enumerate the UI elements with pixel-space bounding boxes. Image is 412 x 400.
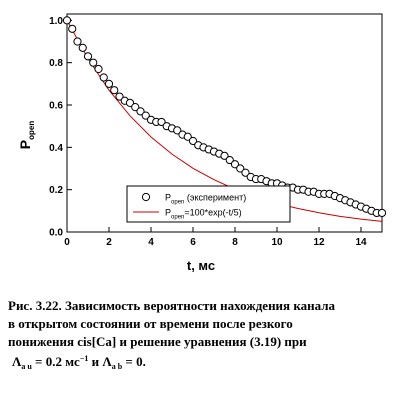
data-point — [115, 92, 124, 101]
cap-sub: a u — [21, 362, 32, 371]
data-point — [188, 136, 198, 146]
data-point — [68, 24, 77, 33]
legend-name: P — [165, 193, 171, 203]
cap-part: и Λ — [88, 354, 112, 369]
data-point — [230, 160, 240, 169]
data-point — [141, 111, 150, 120]
y-tick-label: 0.8 — [49, 58, 63, 69]
legend-entry: Popen (эксперимент) — [165, 193, 246, 206]
x-tick-label: 12 — [313, 237, 325, 248]
x-tick-label: 10 — [271, 237, 283, 248]
data-point — [94, 64, 103, 74]
data-point — [173, 126, 182, 135]
data-point — [125, 98, 135, 107]
data-point — [236, 164, 245, 173]
x-tick-label: 14 — [355, 237, 367, 248]
caption-line: Рис. 3.22. Зависимость вероятности нахож… — [8, 298, 336, 313]
y-tick-label: 0.4 — [49, 143, 63, 154]
x-axis-label: t, мс — [187, 258, 215, 273]
y-label-main: P — [17, 140, 33, 149]
x-tick-label: 4 — [148, 237, 154, 248]
cap-part: Λ — [12, 354, 22, 369]
y-label-sub: open — [27, 121, 36, 140]
cap-part: = 0.2 мс — [32, 354, 80, 369]
plot-frame — [66, 13, 383, 233]
cap-sub: a b — [112, 362, 123, 371]
data-point — [62, 16, 72, 25]
fit-line — [66, 20, 383, 222]
data-point — [225, 155, 234, 165]
legend-rest: =100*exp(-t/5) — [184, 208, 241, 218]
legend-box — [126, 185, 291, 223]
legend-rest: (эксперимент) — [184, 193, 246, 203]
y-tick-label: 0.2 — [49, 185, 63, 196]
data-point — [73, 37, 82, 46]
data-point — [136, 107, 145, 116]
x-tick-label: 8 — [232, 237, 238, 248]
data-point — [241, 168, 250, 177]
legend-sub: open — [171, 200, 184, 206]
y-axis-label: Popen — [17, 121, 36, 150]
data-point — [157, 117, 166, 127]
caption: Рис. 3.22. Зависимость вероятности нахож… — [8, 298, 336, 371]
data-point — [131, 103, 140, 112]
y-tick-label: 0.0 — [49, 228, 63, 239]
x-tick-label: 6 — [190, 237, 196, 248]
data-point — [78, 43, 87, 52]
data-point — [104, 79, 114, 88]
cap-part: = 0. — [122, 354, 146, 369]
x-tick-label: 2 — [106, 237, 112, 248]
legend-name: P — [165, 208, 171, 218]
data-point — [99, 73, 108, 82]
legend-entry: Popen=100*exp(-t/5) — [165, 208, 242, 221]
data-point — [183, 132, 192, 141]
y-tick-label: 1.0 — [49, 16, 63, 27]
caption-line: в открытом состоянии от времени после ре… — [8, 316, 293, 331]
caption-line: понижения cis[Ca] и решение уравнения (3… — [8, 334, 307, 349]
y-tick-label: 0.6 — [49, 101, 63, 112]
legend-symbol — [141, 192, 151, 202]
legend-sub: open — [171, 215, 184, 221]
caption-line: Λa u = 0.2 мс−1 и Λa b = 0. — [12, 354, 146, 371]
data-point — [220, 151, 229, 160]
legend: Popen (эксперимент)Popen=100*exp(-t/5) — [126, 185, 291, 223]
data-point — [89, 58, 98, 67]
data-point — [83, 52, 93, 61]
data-point — [377, 208, 387, 218]
x-tick-label: 0 — [64, 237, 70, 248]
data-point — [110, 86, 119, 95]
cap-sup: −1 — [80, 354, 89, 363]
